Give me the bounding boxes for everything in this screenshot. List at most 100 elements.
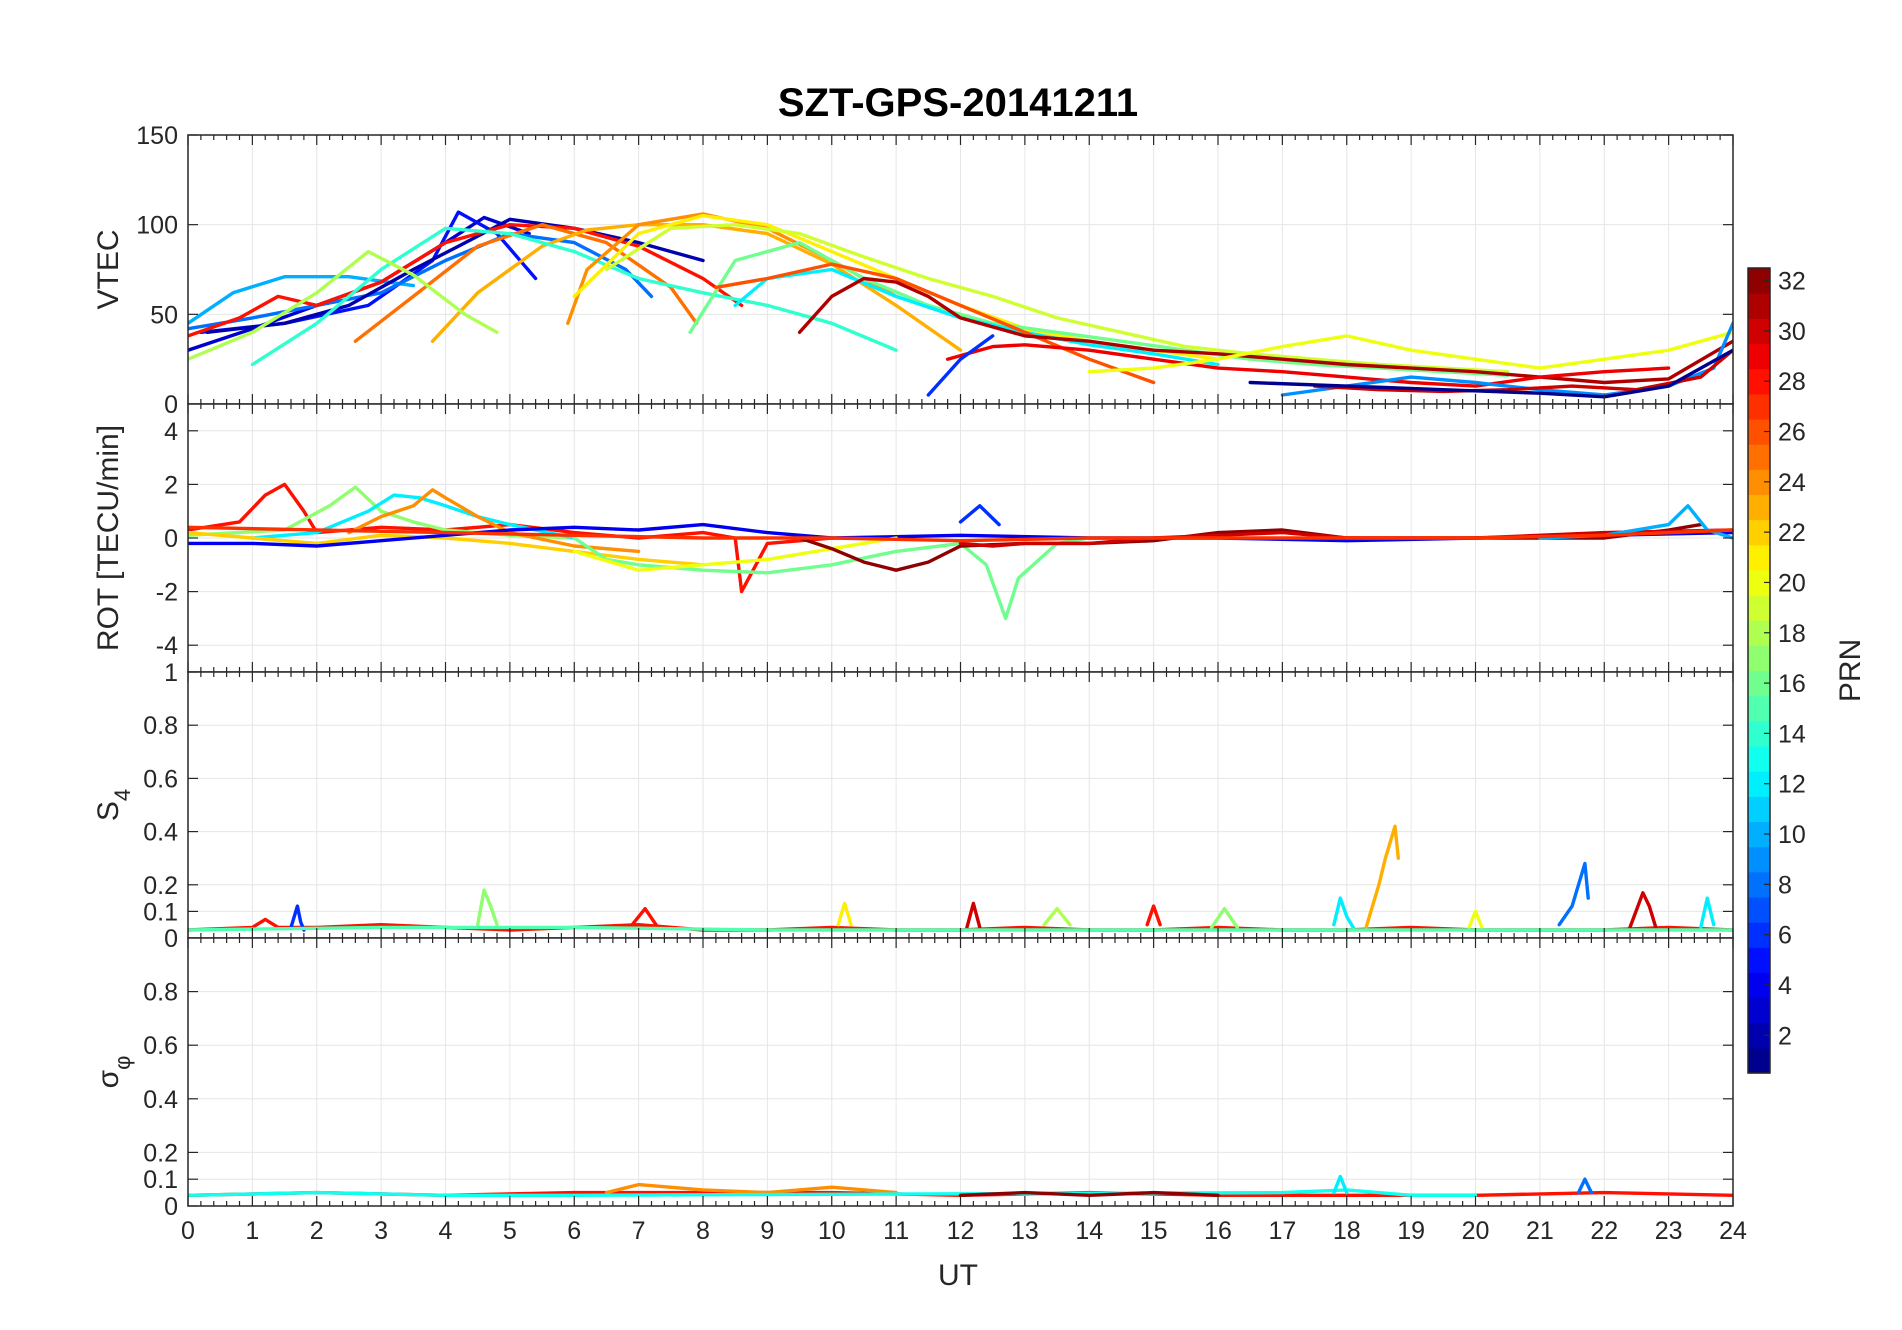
- colorbar-segment: [1748, 972, 1770, 999]
- series-prn-26: [714, 262, 1156, 385]
- x-tick-label: 19: [1397, 1217, 1425, 1245]
- series-prn-4: [188, 522, 1733, 548]
- colorbar-segment: [1748, 418, 1770, 445]
- colorbar-segment: [1748, 821, 1770, 848]
- colorbar-segment: [1748, 846, 1770, 873]
- colorbar-segment: [1748, 871, 1770, 898]
- series-prn-23: [1364, 824, 1401, 930]
- series-prn-2: [205, 217, 705, 334]
- colorbar-tick-label: 12: [1778, 771, 1806, 799]
- colorbar-tick-label: 24: [1778, 469, 1806, 497]
- x-tick-label: 20: [1462, 1217, 1490, 1245]
- x-tick-label: 21: [1526, 1217, 1554, 1245]
- colorbar-segment: [1748, 544, 1770, 571]
- panel-3: 00.10.2 0.4 0.6 0.8 1 S4: [92, 659, 1734, 953]
- colorbar-tick-label: 18: [1778, 620, 1806, 648]
- series-prn-9: [1280, 321, 1733, 397]
- colorbar-segment: [1748, 293, 1770, 319]
- colorbar-segment: [1748, 569, 1770, 596]
- y-tick-label: 1: [164, 659, 178, 687]
- y-axis-label: VTEC: [92, 229, 125, 309]
- y-tick-label: -2: [156, 579, 178, 607]
- x-tick-label: 8: [696, 1217, 710, 1245]
- colorbar-segment: [1748, 997, 1770, 1024]
- colorbar-tick-label: 30: [1778, 318, 1806, 346]
- chart-title: SZT-GPS-20141211: [778, 81, 1138, 125]
- x-tick-label: 5: [503, 1217, 517, 1245]
- colorbar-segment: [1748, 745, 1770, 772]
- colorbar-tick-label: 10: [1778, 821, 1806, 849]
- y-tick-label: 2: [164, 471, 178, 499]
- series-prn-8: [1557, 861, 1590, 927]
- series-prn-18: [1042, 907, 1072, 927]
- x-tick-label: 14: [1075, 1217, 1103, 1245]
- colorbar-segment: [1748, 343, 1770, 370]
- series-prn-24: [604, 1182, 898, 1195]
- series-prn-32: [958, 1190, 1220, 1198]
- colorbar-tick-label: 28: [1778, 368, 1806, 396]
- y-axis-label-main: σ: [92, 1069, 125, 1088]
- colorbar-segment: [1748, 896, 1770, 923]
- x-tick-label: 23: [1655, 1217, 1683, 1245]
- x-tick-label: 15: [1140, 1217, 1168, 1245]
- x-axis-label: UT: [938, 1259, 978, 1292]
- colorbar-segment: [1748, 318, 1770, 345]
- series-prn-17: [1209, 907, 1240, 930]
- series-prn-12: [1699, 896, 1716, 930]
- y-tick-label: 0: [164, 925, 178, 953]
- x-tick-label: 2: [310, 1217, 324, 1245]
- colorbar-frame: [1747, 267, 1771, 1074]
- series-prn-12: [250, 493, 576, 540]
- colorbar-tick-label: 8: [1778, 871, 1792, 899]
- x-tick-label: 22: [1590, 1217, 1618, 1245]
- colorbar-segment: [1748, 519, 1770, 546]
- x-tick-label: 7: [632, 1217, 646, 1245]
- series-prn-6: [958, 504, 1001, 527]
- series-prn-20: [1087, 330, 1733, 374]
- series-prn-28: [188, 482, 834, 594]
- x-tick-label: 1: [245, 1217, 259, 1245]
- colorbar-segment: [1748, 947, 1770, 973]
- y-axis-label: ROT [TECU/min]: [92, 425, 125, 651]
- colorbar-segment: [1748, 720, 1770, 747]
- series-prn-20: [1467, 909, 1484, 930]
- series-prn-16: [572, 536, 1092, 621]
- series-prn-22: [188, 530, 705, 567]
- colorbar-tick-label: 14: [1778, 720, 1806, 748]
- colorbar-segment: [1748, 645, 1770, 672]
- x-tick-label: 11: [883, 1217, 909, 1245]
- colorbar-tick-label: 26: [1778, 419, 1806, 447]
- colorbar-segment: [1748, 796, 1770, 823]
- series-prn-12: [1332, 1174, 1349, 1195]
- y-tick-label: 100: [136, 212, 178, 240]
- colorbar-segment: [1748, 1022, 1770, 1049]
- colorbar-segment: [1748, 1047, 1770, 1074]
- y-axis-label-main: S: [92, 801, 125, 821]
- series-prn-13: [188, 1188, 1478, 1198]
- y-tick-label: 0.1: [143, 1166, 178, 1194]
- series-prn-8: [1576, 1177, 1594, 1195]
- y-tick-label: 0: [164, 525, 178, 553]
- x-tick-label: 6: [567, 1217, 581, 1245]
- panel-4: 00.10.2 0.4 0.6 0.8 σφ: [92, 937, 1734, 1221]
- series-prn-20: [572, 536, 898, 572]
- colorbar-tick-label: 2: [1778, 1022, 1792, 1050]
- colorbar-segment: [1748, 494, 1770, 521]
- x-tick-label: 9: [760, 1217, 774, 1245]
- series-prn-30: [1312, 348, 1733, 394]
- y-tick-label: 0.6: [143, 1032, 178, 1060]
- colorbar-tick-label: 6: [1778, 922, 1792, 950]
- x-tick-label: 10: [818, 1217, 846, 1245]
- series-prn-14: [250, 226, 898, 367]
- y-tick-label: 4: [164, 418, 178, 446]
- series-prn-6: [289, 904, 306, 932]
- series-prn-12: [1332, 896, 1355, 930]
- y-tick-label: 0: [164, 391, 178, 419]
- y-axis-label: S4: [92, 789, 135, 821]
- colorbar-label: PRN: [1834, 639, 1867, 702]
- series-prn-30: [965, 901, 982, 930]
- x-tick-label: 16: [1204, 1217, 1232, 1245]
- colorbar-segment: [1748, 368, 1770, 395]
- x-tick-label: 17: [1268, 1217, 1296, 1245]
- x-tick-label: 24: [1719, 1217, 1747, 1245]
